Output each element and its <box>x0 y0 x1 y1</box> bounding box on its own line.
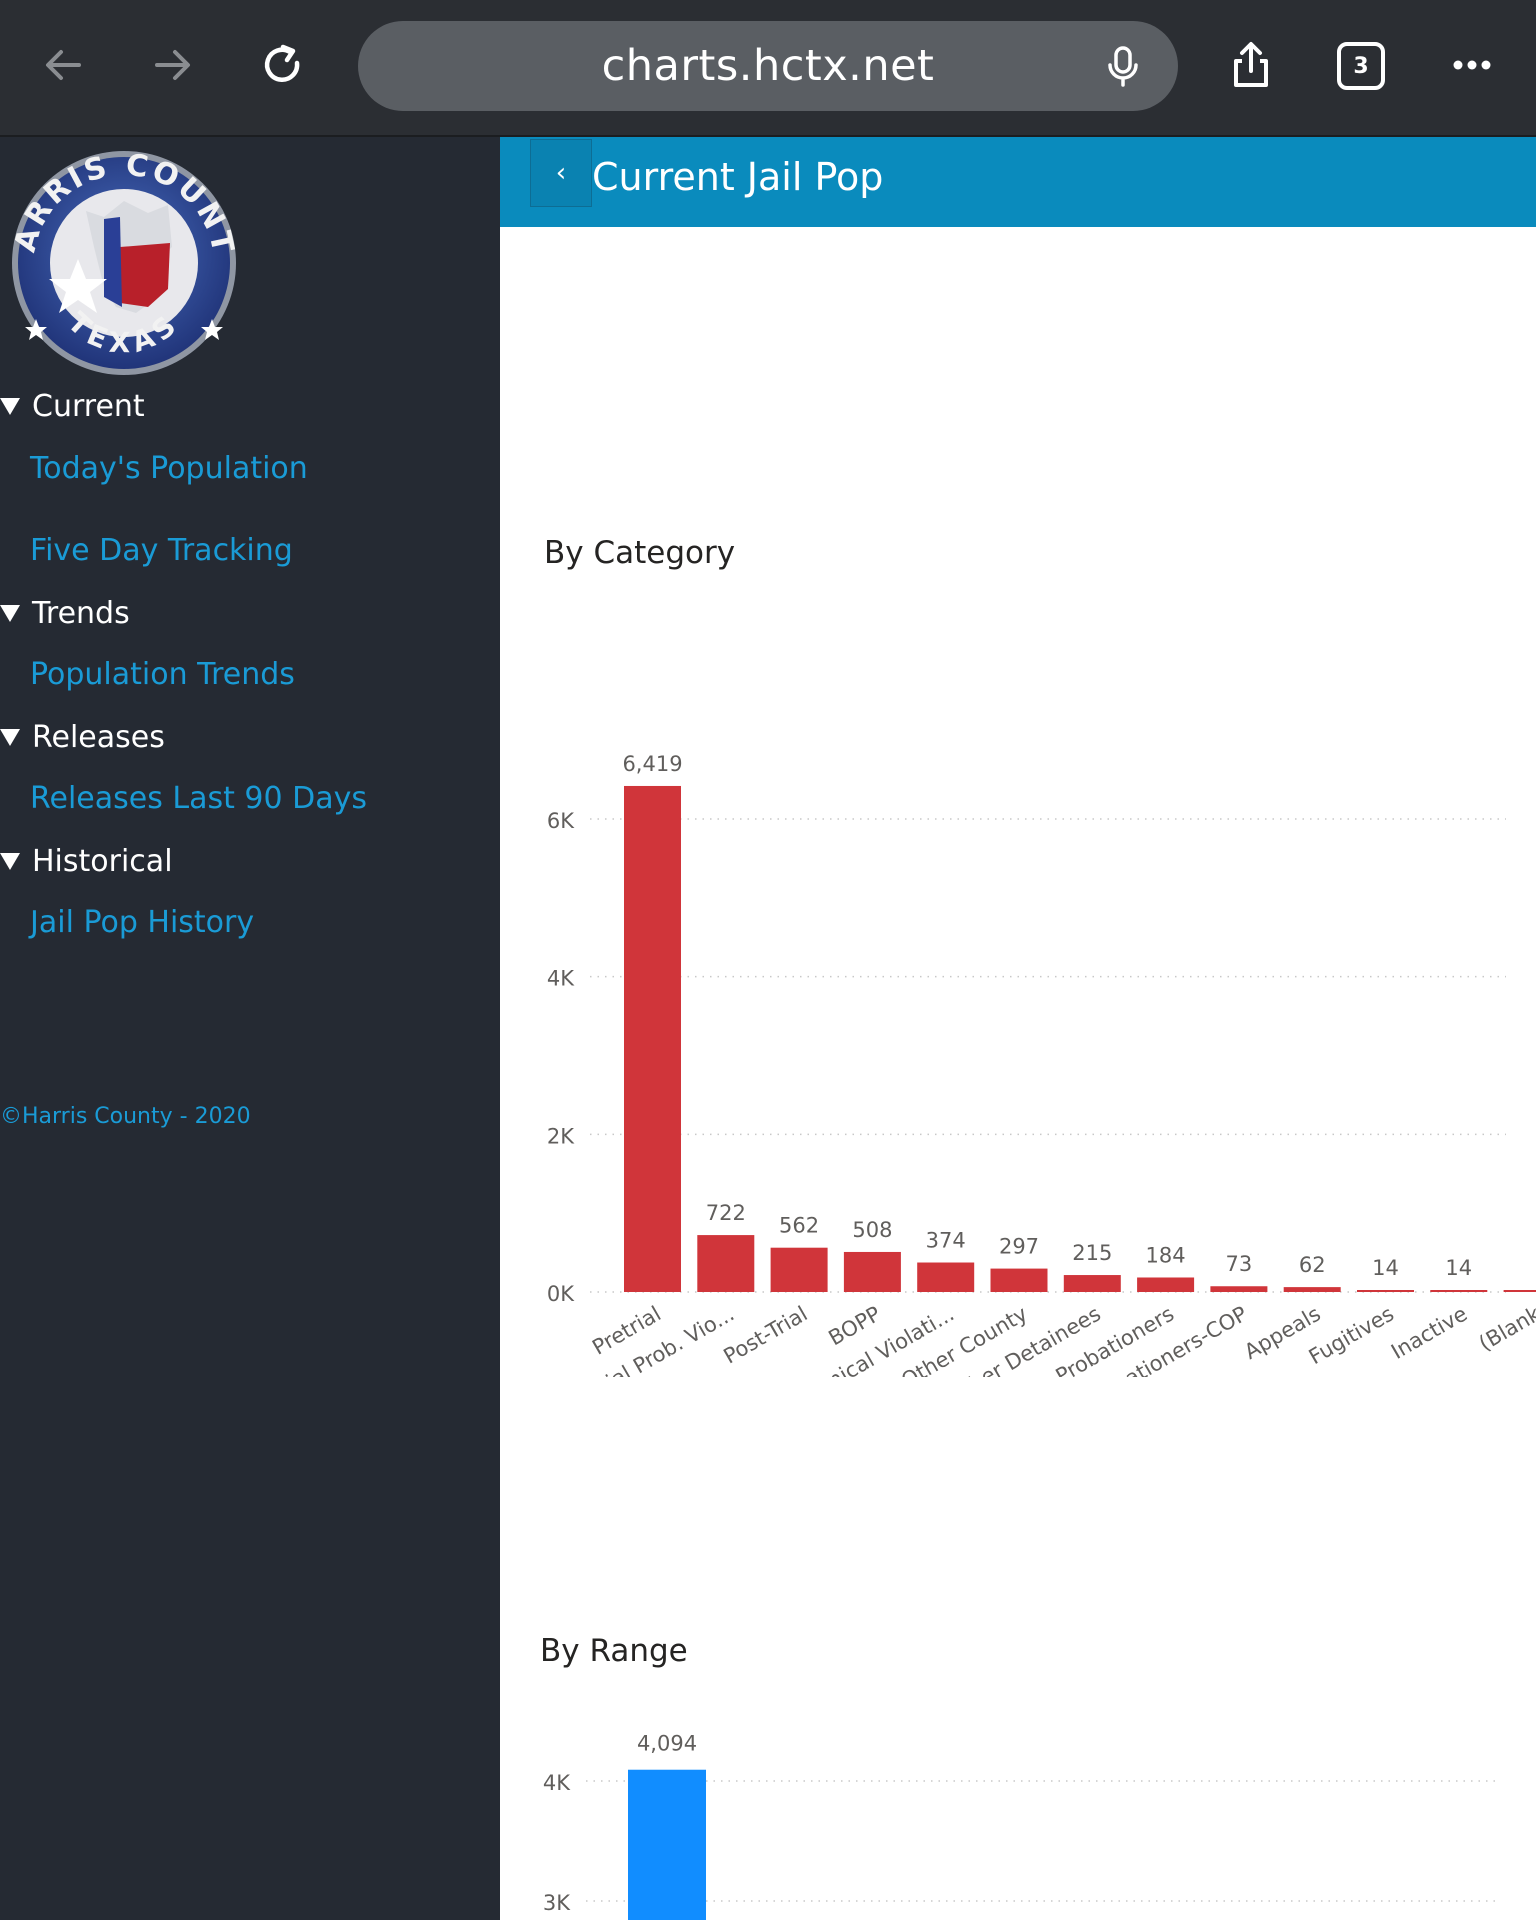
bar-bopp <box>843 1251 901 1292</box>
nav-group-trends[interactable]: Trends <box>0 596 130 631</box>
nav-group-label: Trends <box>32 596 130 631</box>
bar-probationers-technical-violati <box>917 1262 975 1292</box>
data-label: 722 <box>706 1201 746 1225</box>
expanded-triangle-icon <box>0 398 20 415</box>
browser-toolbar: charts.hctx.net 3 <box>0 0 1536 137</box>
data-label: 562 <box>779 1214 819 1238</box>
page-title: Current Jail Pop <box>592 155 884 199</box>
forward-arrow-icon[interactable] <box>138 30 208 100</box>
y-tick-label: 6K <box>547 809 575 833</box>
bar-fugitives <box>1357 1290 1414 1292</box>
data-label: 508 <box>852 1218 892 1242</box>
data-label: 6,419 <box>622 752 682 776</box>
data-label: 297 <box>999 1235 1039 1259</box>
data-label: 4,094 <box>637 1732 697 1756</box>
data-label: 73 <box>1226 1252 1253 1276</box>
bar-inactive <box>1430 1290 1488 1292</box>
nav-link-releases-last-90-days[interactable]: Releases Last 90 Days <box>30 781 367 816</box>
expanded-triangle-icon <box>0 853 20 870</box>
data-label: 14 <box>1445 1256 1472 1280</box>
bar-other-county <box>990 1268 1048 1292</box>
data-label: 374 <box>926 1229 966 1253</box>
share-icon[interactable] <box>1216 30 1286 100</box>
category-label: Inactive <box>1387 1302 1471 1364</box>
bar-blank <box>1503 1290 1536 1292</box>
back-arrow-icon[interactable] <box>28 30 98 100</box>
category-label: Post-Trial <box>719 1302 811 1369</box>
bar-probationers <box>1137 1277 1195 1292</box>
nav-group-historical[interactable]: Historical <box>0 844 173 879</box>
nav-group-label: Historical <box>32 844 173 879</box>
data-label: 184 <box>1146 1243 1186 1267</box>
by-range-chart: 3K 4K 4,094 <box>543 1732 1500 1920</box>
range-bar <box>628 1769 706 1920</box>
bar-probationers-cop <box>1210 1286 1268 1292</box>
y-tick-label: 2K <box>547 1124 575 1148</box>
by-category-title: By Category <box>544 535 736 571</box>
y-tick-label: 3K <box>543 1891 571 1915</box>
main-content: ‹ Current Jail Pop By Category 0K 2K 4K 6K 6… <box>500 137 1536 1920</box>
harris-county-seal-logo: HARRIS COUNTY TEXAS <box>8 147 238 375</box>
bar-appeals <box>1283 1287 1341 1292</box>
y-tick-label: 4K <box>547 967 575 991</box>
y-tick-label: 4K <box>543 1771 571 1795</box>
nav-link-jail-pop-history[interactable]: Jail Pop History <box>30 905 255 940</box>
reload-icon[interactable] <box>248 30 318 100</box>
nav-group-current[interactable]: Current <box>0 389 145 424</box>
bar-pretrial <box>624 785 681 1292</box>
nav-group-releases[interactable]: Releases <box>0 720 165 755</box>
nav-group-label: Current <box>32 389 145 424</box>
back-button[interactable]: ‹ <box>530 139 592 207</box>
expanded-triangle-icon <box>0 729 20 746</box>
data-label: 215 <box>1072 1241 1112 1265</box>
bar-pretrial-prob-vio <box>697 1235 755 1292</box>
nav-group-label: Releases <box>32 720 165 755</box>
y-tick-label: 0K <box>547 1282 575 1306</box>
bar-post-trial <box>770 1247 828 1292</box>
nav-link-population-trends[interactable]: Population Trends <box>30 657 295 692</box>
address-bar[interactable]: charts.hctx.net <box>358 21 1178 111</box>
category-label: (Blank <box>1475 1301 1536 1356</box>
nav-link-five-day-tracking[interactable]: Five Day Tracking <box>30 533 293 568</box>
expanded-triangle-icon <box>0 605 20 622</box>
copyright-text: ©Harris County - 2020 <box>0 1104 251 1129</box>
page-header: ‹ Current Jail Pop <box>500 137 1536 227</box>
bar-other-detainees <box>1063 1275 1121 1292</box>
tabs-button[interactable]: 3 <box>1337 42 1385 90</box>
by-range-title: By Range <box>540 1633 688 1669</box>
nav-link-todays-population[interactable]: Today's Population <box>30 451 308 486</box>
sidebar: HARRIS COUNTY TEXAS Current Today's Popu… <box>0 137 500 1920</box>
category-label: Fugitives <box>1305 1302 1398 1370</box>
microphone-icon[interactable] <box>1098 41 1148 91</box>
url-text: charts.hctx.net <box>601 41 935 91</box>
data-label: 62 <box>1299 1253 1326 1277</box>
more-menu-icon[interactable] <box>1437 30 1507 100</box>
data-label: 14 <box>1372 1256 1399 1280</box>
